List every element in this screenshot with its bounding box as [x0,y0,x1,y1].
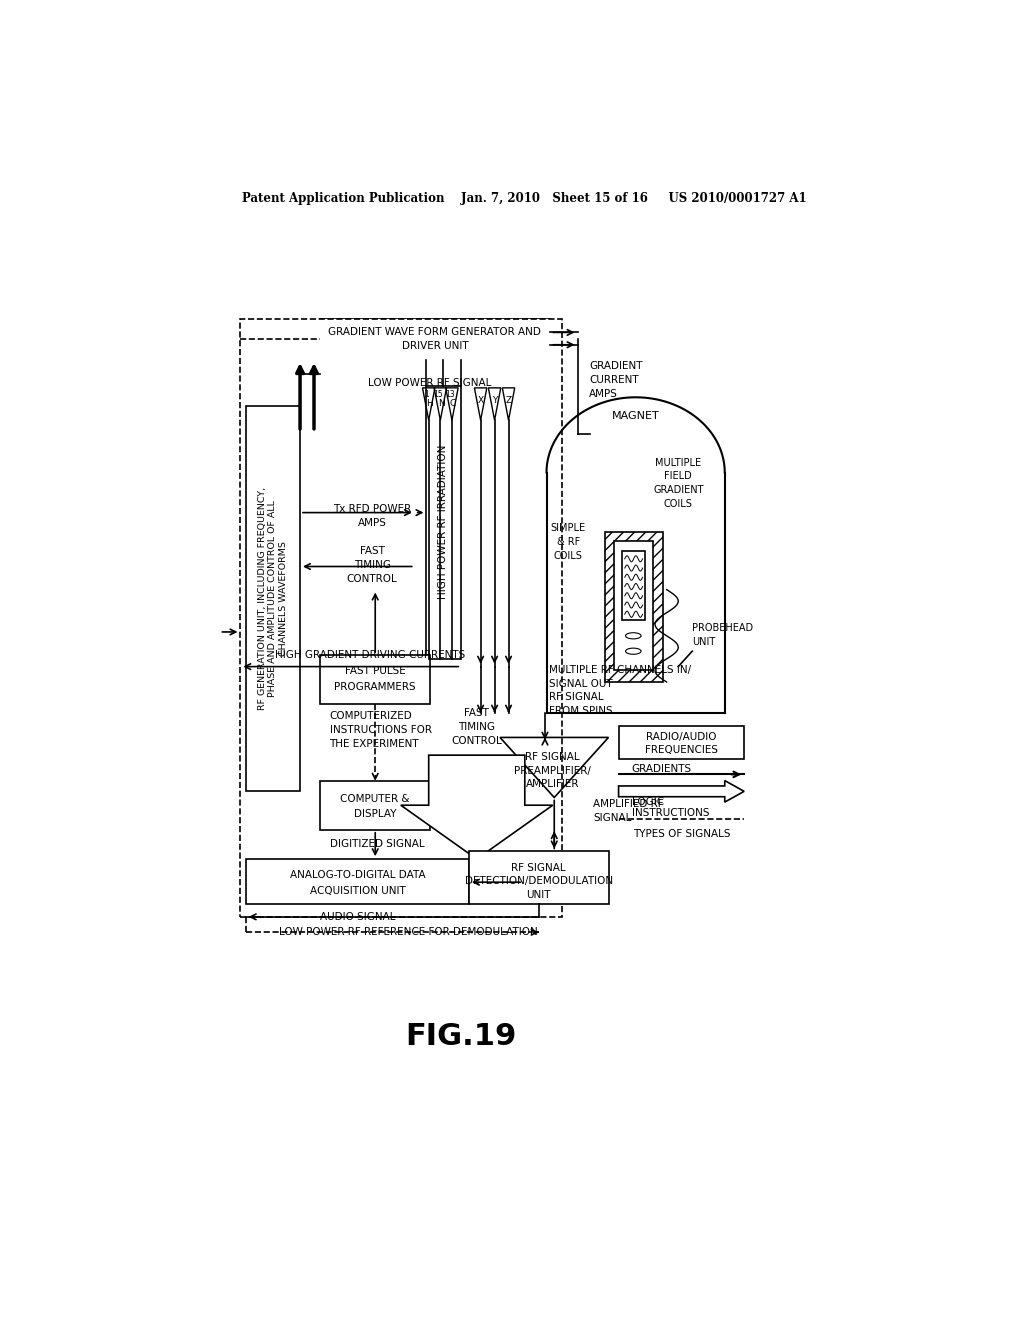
Text: HIGH POWER RF IRRADIATION: HIGH POWER RF IRRADIATION [438,445,449,599]
Text: RF SIGNAL: RF SIGNAL [525,752,580,763]
Text: FROM SPINS: FROM SPINS [549,706,612,717]
Text: C: C [450,399,456,408]
Text: LOGIC: LOGIC [632,797,664,807]
Text: FAST PULSE: FAST PULSE [345,667,406,676]
Text: AMPS: AMPS [357,517,387,528]
Text: FIELD: FIELD [665,471,692,482]
Bar [246,407,300,792]
Text: DETECTION/DEMODULATION: DETECTION/DEMODULATION [465,876,612,887]
Bar [246,859,469,904]
Bar [426,385,461,659]
Text: RF SIGNAL: RF SIGNAL [511,862,566,873]
Text: ANALOG-TO-DIGITAL DATA: ANALOG-TO-DIGITAL DATA [290,870,425,880]
Text: MULTIPLE: MULTIPLE [655,458,701,467]
Text: AMPLIFIER: AMPLIFIER [526,779,580,788]
Bar [321,318,550,360]
Text: COMPUTERIZED: COMPUTERIZED [330,711,413,721]
Text: GRADIENTS: GRADIENTS [632,764,692,774]
Text: GRADIENT: GRADIENT [589,362,643,371]
Text: DRIVER UNIT: DRIVER UNIT [401,342,468,351]
Text: THE EXPERIMENT: THE EXPERIMENT [330,739,419,748]
Text: COMPUTER &: COMPUTER & [340,795,410,804]
Bar [321,780,430,830]
Text: N: N [437,399,444,408]
Text: UNIT: UNIT [692,638,716,647]
Text: LOW POWER RF REFERENCE FOR DEMODULATION: LOW POWER RF REFERENCE FOR DEMODULATION [280,927,538,937]
Text: FIG.19: FIG.19 [406,1022,517,1051]
Text: FAST: FAST [464,708,489,718]
Text: Y: Y [492,396,498,405]
Text: Patent Application Publication    Jan. 7, 2010   Sheet 15 of 16     US 2010/0001: Patent Application Publication Jan. 7, 2… [243,191,807,205]
Text: AMPLIFIED RF: AMPLIFIED RF [593,799,664,809]
Text: & RF: & RF [557,537,580,546]
Text: PROBEHEAD: PROBEHEAD [692,623,754,634]
Text: TYPES OF SIGNALS: TYPES OF SIGNALS [633,829,730,840]
Text: FAST: FAST [359,546,385,556]
Polygon shape [618,780,744,803]
Text: X: X [477,396,483,405]
Text: COILS: COILS [554,550,583,561]
Text: RADIO/AUDIO: RADIO/AUDIO [646,733,717,742]
Text: AMPS: AMPS [589,389,618,399]
Text: CONTROL: CONTROL [452,735,502,746]
Bar [618,726,744,759]
Text: TIMING: TIMING [353,560,390,570]
Text: SIGNAL: SIGNAL [593,813,632,822]
Text: INSTRUCTIONS: INSTRUCTIONS [632,808,710,818]
Text: MULTIPLE RF CHANNELS IN/: MULTIPLE RF CHANNELS IN/ [549,665,691,676]
Bar [604,532,663,682]
Text: SIGNAL OUT: SIGNAL OUT [549,680,612,689]
Text: H: H [426,399,433,408]
Text: 1: 1 [424,389,429,399]
Text: Tx RFD POWER: Tx RFD POWER [333,504,412,513]
Text: GRADIENT WAVE FORM GENERATOR AND: GRADIENT WAVE FORM GENERATOR AND [329,327,542,338]
Bar [614,541,653,671]
Bar [241,318,562,917]
Text: Z: Z [506,396,512,405]
Text: GRADIENT: GRADIENT [653,486,703,495]
Text: TIMING: TIMING [459,722,496,731]
Text: PREAMPLIFIER/: PREAMPLIFIER/ [514,766,591,776]
Text: CONTROL: CONTROL [347,574,397,583]
Text: AUDIO SIGNAL: AUDIO SIGNAL [319,912,395,921]
Text: DIGITIZED SIGNAL: DIGITIZED SIGNAL [330,838,424,849]
Text: FREQUENCIES: FREQUENCIES [645,744,718,755]
Text: 15: 15 [433,389,442,399]
Text: CURRENT: CURRENT [589,375,639,385]
Text: UNIT: UNIT [526,890,551,900]
Polygon shape [400,755,553,859]
Text: COILS: COILS [664,499,692,510]
Bar [321,655,430,704]
Text: RF GENERATION UNIT, INCLUDING FREQUENCY,
PHASE AND AMPLITUDE CONTROL OF ALL
CHAN: RF GENERATION UNIT, INCLUDING FREQUENCY,… [258,487,288,710]
Text: INSTRUCTIONS FOR: INSTRUCTIONS FOR [330,725,431,735]
Text: PROGRAMMERS: PROGRAMMERS [335,681,416,692]
Text: HIGH GRADIENT DRIVING CURRENTS: HIGH GRADIENT DRIVING CURRENTS [274,649,465,660]
Text: LOW POWER RF SIGNAL: LOW POWER RF SIGNAL [369,379,492,388]
Text: 13: 13 [444,389,455,399]
Text: SIMPLE: SIMPLE [551,523,586,533]
Bar [469,851,608,904]
Bar [623,552,645,620]
Text: DISPLAY: DISPLAY [354,809,396,820]
Text: RF SIGNAL: RF SIGNAL [549,693,603,702]
Text: MAGNET: MAGNET [611,412,659,421]
Text: ACQUISITION UNIT: ACQUISITION UNIT [309,886,406,896]
